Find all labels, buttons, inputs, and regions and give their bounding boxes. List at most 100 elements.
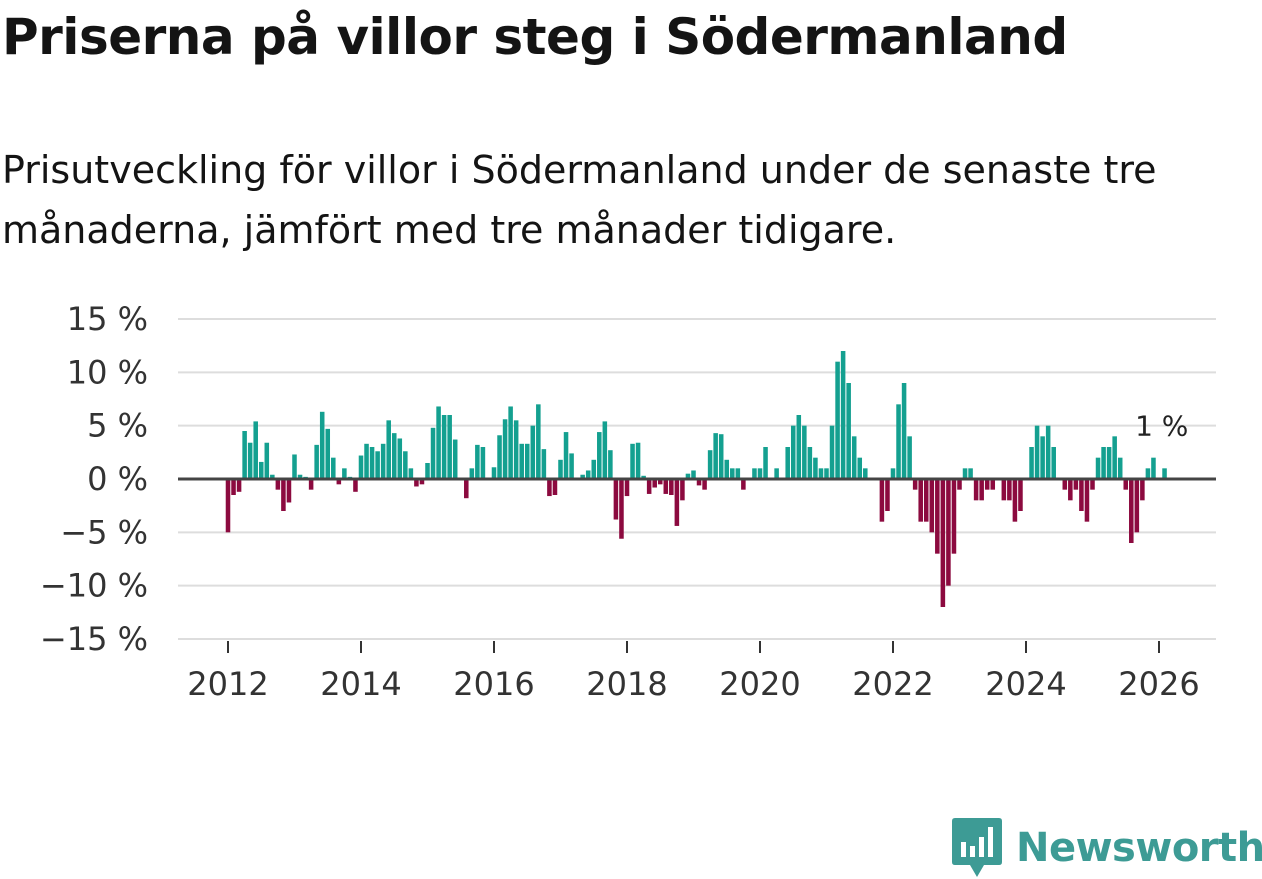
bar-positive: [408, 468, 414, 479]
bar-negative: [547, 479, 552, 497]
bar-negative: [552, 479, 558, 495]
bar-negative: [951, 479, 957, 554]
bar-positive: [730, 468, 735, 479]
x-tick-label: 2014: [320, 665, 401, 703]
y-tick-label: 5 %: [87, 407, 148, 445]
newsworthy-logo: Newsworthy: [952, 818, 1262, 878]
y-tick-label: −15 %: [40, 620, 148, 658]
bar-negative: [1079, 479, 1084, 511]
bar-positive: [863, 468, 868, 479]
bar-positive: [635, 442, 641, 479]
bar-positive: [342, 468, 347, 479]
bar-positive: [1151, 457, 1156, 479]
bar-positive: [1034, 425, 1040, 479]
bar-negative: [885, 479, 890, 511]
bar-positive: [264, 442, 270, 479]
bar-negative: [236, 479, 242, 492]
bar-positive: [325, 428, 331, 479]
bar-negative: [1062, 479, 1068, 490]
bar-negative: [680, 479, 685, 501]
bar-negative: [674, 479, 680, 526]
bar-positive: [524, 443, 530, 479]
bar-positive: [375, 451, 380, 479]
bar-positive: [469, 468, 475, 479]
bar-negative: [1068, 479, 1073, 501]
bar-negative: [613, 479, 619, 520]
bar-positive: [785, 447, 790, 479]
bar-positive: [369, 447, 375, 479]
bar-negative: [1012, 479, 1018, 522]
bar-negative: [1140, 479, 1145, 501]
bar-positive: [713, 433, 718, 479]
bar-negative: [353, 479, 358, 492]
bar-positive: [563, 432, 569, 479]
bar-positive: [790, 425, 796, 479]
bar-positive: [358, 455, 364, 479]
bar-negative: [696, 479, 702, 486]
bar-positive: [558, 459, 563, 479]
bar-negative: [1129, 479, 1134, 543]
bar-negative: [225, 479, 231, 533]
bar-positive: [452, 439, 458, 479]
bar-negative: [912, 479, 918, 490]
bar-positive: [253, 421, 258, 479]
bar-negative: [979, 479, 984, 501]
bar-positive: [752, 468, 757, 479]
x-tick-label: 2022: [852, 665, 933, 703]
bar-positive: [685, 473, 691, 479]
bar-positive: [475, 444, 480, 479]
bar-negative: [619, 479, 624, 539]
bar-positive: [425, 463, 430, 479]
bar-positive: [896, 404, 901, 479]
bar-negative: [741, 479, 746, 490]
bar-negative: [929, 479, 935, 533]
bar-positive: [580, 474, 585, 479]
bar-negative: [414, 479, 419, 487]
bar-negative: [1001, 479, 1007, 501]
bar-negative: [879, 479, 885, 522]
bar-positive: [314, 444, 319, 479]
bar-negative: [1084, 479, 1090, 522]
bar-positive: [724, 459, 730, 479]
bar-negative: [1090, 479, 1095, 490]
bar-positive: [513, 420, 519, 479]
bar-positive: [824, 468, 829, 479]
bar-positive: [608, 450, 613, 479]
chart-title: Priserna på villor steg i Södermanland: [2, 8, 1068, 66]
bar-negative: [336, 479, 342, 485]
bar-positive: [901, 383, 907, 479]
bar-negative: [464, 479, 469, 499]
x-tick-label: 2024: [985, 665, 1066, 703]
bar-positive: [691, 470, 696, 479]
bar-negative: [419, 479, 425, 485]
gridlines: [178, 318, 1216, 640]
bar-negative: [946, 479, 951, 586]
bar-positive: [807, 447, 813, 479]
bar-positive: [774, 468, 779, 479]
bar-positive: [707, 450, 713, 479]
bar-positive: [447, 415, 452, 479]
bar-negative: [663, 479, 669, 494]
bar-positive: [962, 468, 968, 479]
bar-positive: [585, 470, 591, 479]
bar-positive: [1040, 436, 1045, 479]
x-tick-label: 2012: [187, 665, 268, 703]
bar-negative: [624, 479, 630, 497]
bar-positive: [846, 383, 851, 479]
bar-negative: [275, 479, 281, 490]
bar-negative: [973, 479, 979, 501]
bar-positive: [757, 468, 763, 479]
bar-positive: [591, 459, 597, 479]
bar-positive: [292, 454, 297, 479]
newsworthy-logo-icon: [952, 818, 1002, 877]
bar-negative: [1073, 479, 1079, 490]
bar-positive: [541, 449, 547, 479]
bar-negative: [940, 479, 946, 607]
latest-value-label: 1 %: [1135, 409, 1188, 442]
bar-positive: [907, 436, 912, 479]
bar-positive: [1095, 457, 1101, 479]
annotations: 1 %: [1135, 409, 1188, 442]
bar-positive: [796, 415, 802, 479]
y-tick-label: 0 %: [87, 460, 148, 498]
x-tick-label: 2026: [1118, 665, 1199, 703]
